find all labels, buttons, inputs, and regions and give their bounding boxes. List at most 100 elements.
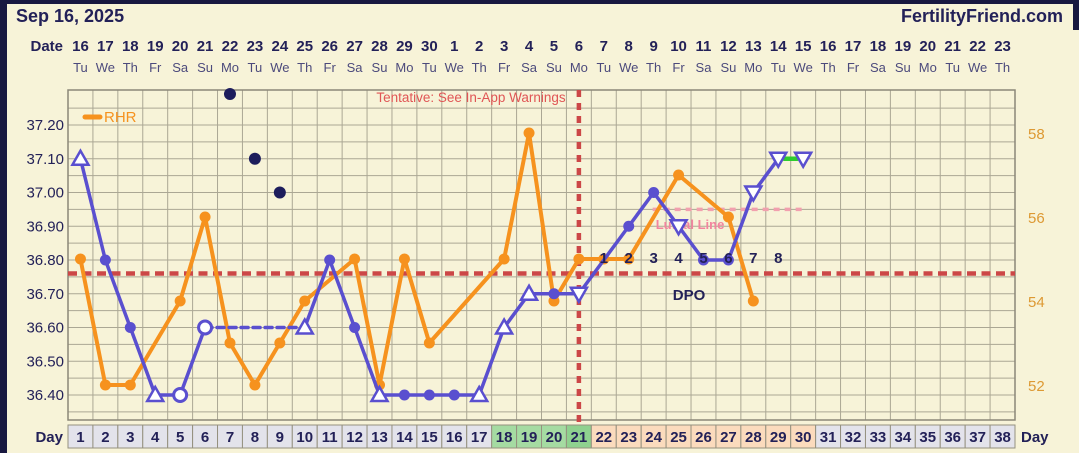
page-title: Sep 16, 2025 bbox=[16, 6, 125, 26]
window-corner-edge bbox=[1073, 0, 1079, 30]
day-cell-number: 24 bbox=[645, 429, 662, 446]
temp-segment bbox=[178, 325, 207, 397]
temp-segment bbox=[477, 325, 506, 397]
y-left-tick: 36.80 bbox=[26, 252, 64, 269]
temp-point-triangle-down[interactable] bbox=[768, 151, 789, 170]
rhr-point[interactable] bbox=[349, 253, 361, 265]
temp-point-triangle-up[interactable] bbox=[518, 283, 540, 301]
day-cell-number: 34 bbox=[895, 429, 912, 446]
temp-point[interactable] bbox=[448, 389, 460, 401]
temp-point[interactable] bbox=[548, 288, 560, 300]
rhr-point[interactable] bbox=[623, 253, 635, 265]
window-left-edge bbox=[0, 0, 7, 453]
rhr-point[interactable] bbox=[423, 337, 435, 349]
temp-point-triangle-up[interactable] bbox=[369, 384, 390, 403]
temp-point-triangle-up[interactable] bbox=[469, 384, 490, 403]
day-cell-number: 5 bbox=[176, 429, 184, 446]
rhr-point[interactable] bbox=[398, 253, 410, 265]
temp-point[interactable] bbox=[722, 254, 734, 266]
temp-point-triangle-up[interactable] bbox=[294, 316, 315, 335]
rhr-point[interactable] bbox=[299, 295, 311, 307]
date-number: 2 bbox=[475, 38, 483, 55]
day-cell-number: 12 bbox=[346, 429, 363, 446]
date-number: 18 bbox=[122, 38, 139, 55]
temp-point-open[interactable] bbox=[197, 319, 214, 336]
discarded-temp-point[interactable] bbox=[223, 88, 236, 100]
rhr-point[interactable] bbox=[174, 295, 186, 307]
weekday-label: Th bbox=[995, 60, 1010, 75]
date-number: 27 bbox=[346, 38, 363, 55]
temp-point[interactable] bbox=[648, 187, 660, 198]
rhr-point[interactable] bbox=[99, 379, 111, 391]
temp-point[interactable] bbox=[324, 254, 336, 266]
temp-point[interactable] bbox=[124, 322, 136, 333]
rhr-point[interactable] bbox=[673, 169, 685, 181]
rhr-point[interactable] bbox=[124, 379, 136, 391]
temp-point-triangle-up[interactable] bbox=[70, 148, 91, 166]
dpo-number: 7 bbox=[749, 250, 757, 267]
date-number: 6 bbox=[575, 38, 583, 55]
temp-point[interactable] bbox=[423, 389, 435, 401]
date-number: 9 bbox=[649, 38, 657, 55]
weekday-label: Su bbox=[720, 60, 736, 75]
rhr-point[interactable] bbox=[249, 379, 261, 391]
temp-point[interactable] bbox=[623, 220, 635, 232]
temp-point-open[interactable] bbox=[172, 387, 189, 403]
y-right-tick: 56 bbox=[1028, 210, 1045, 227]
date-number: 21 bbox=[944, 38, 961, 55]
temp-point-triangle-down[interactable] bbox=[793, 151, 814, 170]
rhr-point[interactable] bbox=[523, 127, 535, 139]
weekday-label: Su bbox=[197, 60, 213, 75]
date-number: 22 bbox=[969, 38, 986, 55]
rhr-point[interactable] bbox=[199, 211, 211, 223]
rhr-point[interactable] bbox=[274, 337, 286, 349]
discarded-temp-point[interactable] bbox=[273, 186, 286, 199]
day-cell[interactable] bbox=[989, 424, 1016, 449]
temp-point-triangle-down[interactable] bbox=[568, 286, 590, 305]
weekday-label: Sa bbox=[172, 60, 189, 75]
weekday-label: We bbox=[619, 60, 638, 75]
discarded-temp-point[interactable] bbox=[248, 152, 261, 165]
temp-point-triangle-up[interactable] bbox=[493, 316, 515, 335]
y-left-tick: 36.50 bbox=[26, 353, 64, 370]
rhr-point[interactable] bbox=[498, 253, 510, 265]
weekday-label: Su bbox=[546, 60, 562, 75]
date-number: 14 bbox=[770, 38, 787, 55]
rhr-point[interactable] bbox=[573, 253, 585, 265]
day-cell-number: 36 bbox=[944, 429, 961, 446]
dpo-number: 8 bbox=[774, 250, 782, 267]
date-number: 23 bbox=[994, 38, 1011, 55]
weekday-label: Mo bbox=[395, 60, 413, 75]
day-row-label-left: Day bbox=[35, 429, 63, 446]
weekday-label: We bbox=[794, 60, 813, 75]
temp-point[interactable] bbox=[349, 322, 361, 333]
temp-point[interactable] bbox=[398, 389, 410, 401]
dpo-number: 4 bbox=[674, 250, 683, 267]
rhr-point[interactable] bbox=[224, 337, 236, 349]
day-cell-number: 2 bbox=[101, 429, 109, 446]
date-number: 7 bbox=[600, 38, 608, 55]
day-cell-number: 37 bbox=[969, 429, 986, 446]
temp-point-triangle-down[interactable] bbox=[668, 219, 689, 237]
weekday-label: Su bbox=[372, 60, 388, 75]
y-left-tick: 36.90 bbox=[26, 218, 64, 235]
dpo-number: 2 bbox=[625, 250, 633, 267]
window-top-edge bbox=[0, 0, 1079, 4]
rhr-point[interactable] bbox=[747, 295, 759, 307]
temp-point[interactable] bbox=[697, 254, 709, 266]
brand-link[interactable]: FertilityFriend.com bbox=[900, 6, 1063, 26]
date-number: 10 bbox=[670, 38, 687, 55]
weekday-label: Fr bbox=[498, 60, 511, 75]
temp-point-triangle-down[interactable] bbox=[743, 185, 764, 204]
y-right-tick: 58 bbox=[1028, 126, 1045, 143]
date-number: 25 bbox=[296, 38, 313, 55]
rhr-legend-label: RHR bbox=[104, 109, 137, 126]
weekday-label: Th bbox=[821, 60, 836, 75]
rhr-point[interactable] bbox=[722, 211, 734, 223]
date-number: 30 bbox=[421, 38, 438, 55]
temp-point[interactable] bbox=[99, 254, 111, 266]
temp-point-triangle-up[interactable] bbox=[145, 384, 166, 403]
rhr-point[interactable] bbox=[74, 253, 86, 265]
day-cell-number: 32 bbox=[845, 429, 862, 446]
